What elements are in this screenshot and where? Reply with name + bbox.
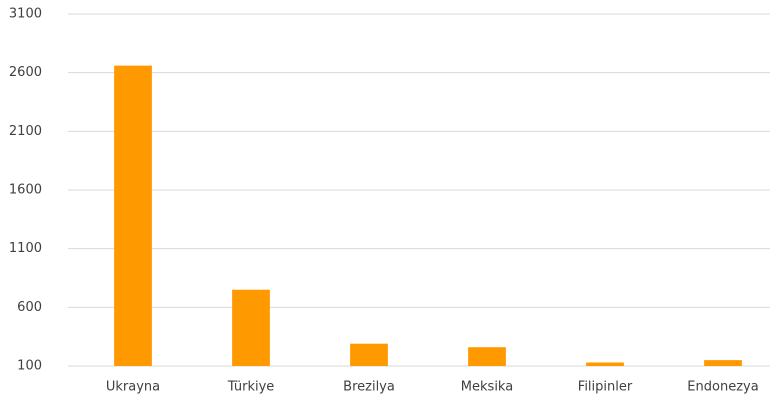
y-tick-label: 1600 <box>9 183 42 198</box>
y-tick-label: 100 <box>17 359 42 374</box>
bar <box>232 289 270 366</box>
y-tick-label: 2100 <box>9 124 42 139</box>
x-tick-label: Endonezya <box>687 380 758 395</box>
y-tick-label: 600 <box>17 300 42 315</box>
y-tick-label: 2600 <box>9 65 42 80</box>
y-tick-label: 1100 <box>9 241 42 256</box>
bar <box>114 65 152 367</box>
bar <box>586 362 624 366</box>
y-tick-label: 3100 <box>9 7 42 22</box>
x-tick-label: Meksika <box>461 380 513 395</box>
x-tick-label: Türkiye <box>227 380 275 395</box>
x-tick-label: Brezilya <box>343 380 395 395</box>
x-tick-label: Filipinler <box>578 380 633 395</box>
x-tick-label: Ukrayna <box>106 380 160 395</box>
bar <box>468 347 506 366</box>
bar <box>704 360 742 366</box>
bar <box>350 343 388 366</box>
